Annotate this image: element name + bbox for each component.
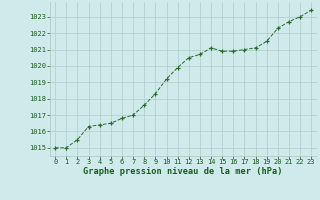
X-axis label: Graphe pression niveau de la mer (hPa): Graphe pression niveau de la mer (hPa) (84, 167, 283, 176)
